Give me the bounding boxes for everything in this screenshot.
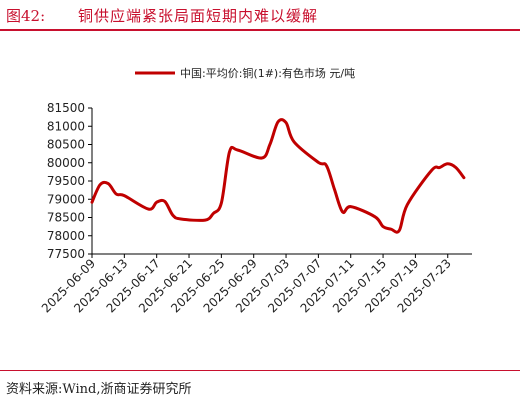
data-point (123, 194, 126, 197)
data-point (390, 228, 392, 230)
data-point (463, 176, 465, 179)
chart-axes (91, 108, 472, 255)
data-point (333, 189, 336, 191)
data-point (107, 182, 109, 185)
data-point (446, 163, 449, 165)
x-axis-ticks: 2025-06-092025-06-132025-06-172025-06-21… (39, 254, 454, 315)
data-point (99, 183, 101, 186)
data-point (228, 151, 231, 153)
data-point (325, 164, 328, 167)
data-point (406, 203, 409, 206)
y-tick-label: 79000 (47, 192, 85, 206)
data-point (374, 216, 376, 218)
data-point (285, 121, 287, 124)
data-point (204, 219, 206, 221)
source-note: 资料来源:Wind,浙商证券研究所 (6, 382, 192, 397)
data-point (236, 149, 239, 151)
data-point (438, 166, 441, 169)
data-point (91, 201, 93, 203)
data-point (349, 205, 352, 208)
data-point (261, 157, 263, 159)
y-tick-label: 81500 (47, 101, 85, 115)
plot-area (90, 118, 466, 234)
figure-header: 图42: 铜供应端紧张局面短期内难以缓解 (0, 0, 520, 30)
data-point (277, 121, 279, 123)
y-tick-label: 79500 (47, 174, 85, 188)
data-point (155, 201, 158, 203)
data-point (172, 214, 174, 217)
data-point (147, 208, 150, 210)
data-point (455, 166, 457, 169)
series-line (90, 118, 466, 234)
data-point (341, 211, 344, 213)
data-point (317, 161, 320, 164)
figure-title: 铜供应端紧张局面短期内难以缓解 (78, 7, 319, 25)
footer-rule (0, 370, 520, 371)
data-point (382, 225, 384, 228)
y-tick-label: 80000 (47, 156, 85, 170)
data-point (220, 202, 223, 204)
figure-label: 图42: (6, 7, 46, 25)
y-tick-label: 80500 (47, 138, 85, 152)
y-axis-ticks: 77500 78000 78500 79000 79500 80000 80500 81000… (47, 101, 92, 261)
data-point (293, 141, 295, 143)
header-rule (0, 29, 520, 31)
data-point (212, 212, 215, 215)
y-tick-label: 81000 (47, 119, 85, 133)
data-point (164, 200, 166, 203)
data-point (398, 229, 401, 232)
data-point (115, 193, 118, 195)
data-point (180, 218, 182, 220)
chart-legend: 中国:平均价:铜(1#):有色市场 元/吨 (135, 66, 355, 80)
data-point (269, 143, 271, 146)
data-point (430, 169, 433, 172)
y-tick-label: 77500 (47, 247, 85, 261)
copper-price-chart: 中国:平均价:铜(1#):有色市场 元/吨 77500 78000 78500 790… (39, 66, 472, 315)
y-tick-label: 78000 (47, 229, 85, 243)
y-tick-label: 78500 (47, 211, 85, 225)
legend-label: 中国:平均价:铜(1#):有色市场 元/吨 (180, 66, 355, 80)
